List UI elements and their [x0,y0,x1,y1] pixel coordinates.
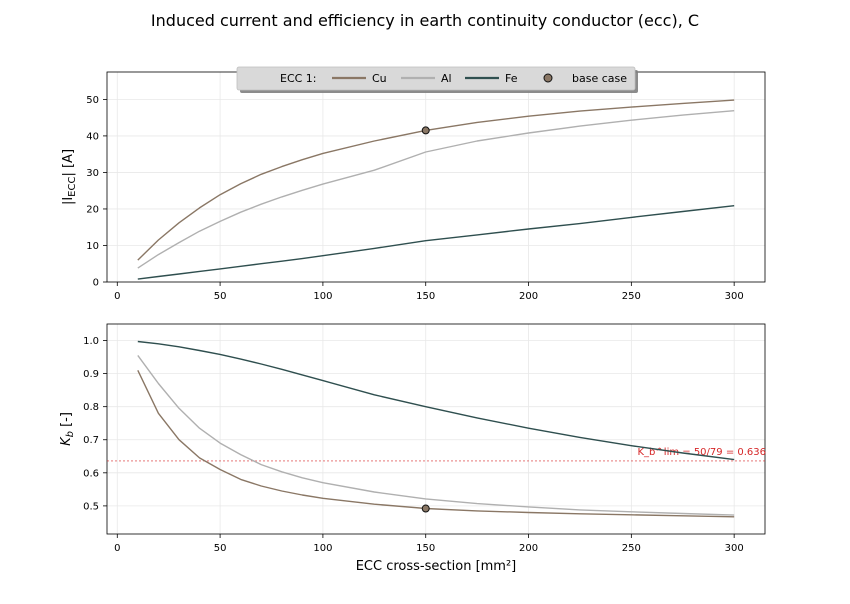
efficiency-series-fe [137,340,735,461]
efficiency-y-tick-label: 1.0 [83,336,99,347]
efficiency-grid [107,324,765,534]
efficiency-x-tick-label: 50 [214,543,227,554]
current-series-cu [137,99,735,261]
efficiency-y-tick-label: 0.5 [83,501,99,512]
reference-line-label: K_b^lim = 50/79 = 0.636 [638,447,767,458]
current-y-tick-label: 30 [86,168,99,179]
efficiency-series-al [137,354,735,516]
current-x-tick-label: 0 [114,291,120,302]
efficiency-y-tick-label: 0.7 [83,435,99,446]
current-x-tick-label: 200 [519,291,538,302]
current-x-ticks: 0 50 100 150 200 250 300 [114,282,744,302]
legend-label-al: Al [441,72,452,85]
current-series-al [137,110,735,269]
current-y-ticks: 0 10 20 30 40 50 [86,95,107,289]
legend-label-cu: Cu [372,72,387,85]
legend-title: ECC 1: [280,72,317,85]
efficiency-x-tick-label: 0 [114,543,120,554]
current-x-tick-label: 150 [416,291,435,302]
efficiency-y-tick-label: 0.8 [83,402,99,413]
current-x-tick-label: 100 [313,291,332,302]
current-y-tick-label: 40 [86,131,99,142]
legend-swatch-base-case [543,73,553,83]
current-y-tick-label: 20 [86,204,99,215]
efficiency-base-case-marker [421,504,430,513]
efficiency-y-ticks: 0.5 0.6 0.7 0.8 0.9 1.0 [83,336,107,512]
current-y-tick-label: 0 [93,278,99,289]
legend-label-fe: Fe [505,72,518,85]
current-series [137,99,735,280]
legend: ECC 1: Cu Al Fe base case [236,66,638,93]
current-x-tick-label: 250 [622,291,641,302]
efficiency-x-tick-label: 200 [519,543,538,554]
efficiency-x-tick-label: 150 [416,543,435,554]
efficiency-panel: 0 50 100 150 200 250 300 0.5 0.6 0.7 0.8 0.9 1.0 K_… [59,323,767,554]
efficiency-x-tick-label: 300 [725,543,744,554]
efficiency-reference: K_b^lim = 50/79 = 0.636 [107,447,767,462]
legend-label-base-case: base case [572,72,627,85]
efficiency-y-tick-label: 0.9 [83,369,99,380]
current-base-case-marker [421,126,430,135]
efficiency-series [137,340,735,518]
current-x-tick-label: 50 [214,291,227,302]
efficiency-x-tick-label: 250 [622,543,641,554]
x-axis-label: ECC cross-section [mm²] [356,559,517,574]
efficiency-x-tick-label: 100 [313,543,332,554]
efficiency-series-cu [137,369,735,518]
current-x-tick-label: 300 [725,291,744,302]
efficiency-x-ticks: 0 50 100 150 200 250 300 [114,534,744,554]
efficiency-y-axis-label: Kb [-] [59,412,76,446]
efficiency-axes-frame [106,323,766,535]
efficiency-y-tick-label: 0.6 [83,468,99,479]
current-y-tick-label: 50 [86,95,99,106]
current-y-tick-label: 10 [86,241,99,252]
current-series-fe [137,205,735,280]
figure-title: Induced current and efficiency in earth … [151,11,699,30]
